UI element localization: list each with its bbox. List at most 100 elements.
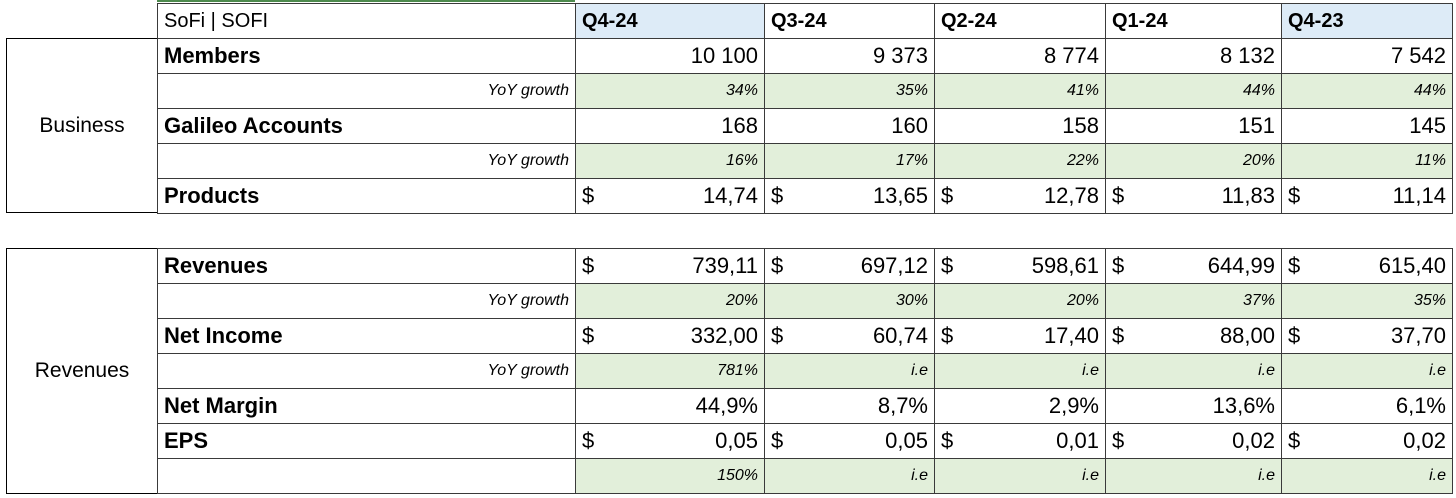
sheet-title[interactable]: SoFi | SOFI: [157, 3, 576, 39]
number-value-cell[interactable]: 10 100: [575, 38, 765, 74]
metric-label-cell[interactable]: Net Margin: [157, 388, 576, 424]
number-value-cell[interactable]: 151: [1105, 108, 1282, 144]
quarter-header[interactable]: Q2-24: [934, 3, 1106, 39]
quarter-header[interactable]: Q4-23: [1281, 3, 1453, 39]
growth-value-cell[interactable]: i.e: [1281, 353, 1453, 389]
quarter-header[interactable]: Q1-24: [1105, 3, 1282, 39]
currency-symbol: $: [941, 183, 954, 208]
number-value-cell[interactable]: 160: [764, 108, 935, 144]
growth-value-cell[interactable]: 34%: [575, 73, 765, 109]
growth-value-cell[interactable]: 44%: [1105, 73, 1282, 109]
currency-symbol: $: [1112, 428, 1125, 453]
number-value-cell[interactable]: 44,9%: [575, 388, 765, 424]
number-value-cell[interactable]: 158: [934, 108, 1106, 144]
growth-value-cell[interactable]: 41%: [934, 73, 1106, 109]
growth-value-cell[interactable]: i.e: [764, 353, 935, 389]
growth-value-cell[interactable]: i.e: [764, 458, 935, 494]
growth-value-cell[interactable]: 17%: [764, 143, 935, 179]
currency-value-cell[interactable]: $0,01: [934, 423, 1106, 459]
number-value-cell[interactable]: 8 132: [1105, 38, 1282, 74]
growth-label-cell[interactable]: [157, 458, 576, 494]
number-value-cell[interactable]: 168: [575, 108, 765, 144]
number-value-cell[interactable]: 13,6%: [1105, 388, 1282, 424]
table-row: YoY growth 20% 30% 20% 37% 35%: [157, 283, 1453, 319]
number-value-cell[interactable]: 7 542: [1281, 38, 1453, 74]
number-value-cell[interactable]: 2,9%: [934, 388, 1106, 424]
table-row: EPS $0,05 $0,05 $0,01 $0,02 $0,02: [157, 423, 1453, 459]
growth-value-cell[interactable]: 22%: [934, 143, 1106, 179]
growth-value-cell[interactable]: i.e: [1281, 458, 1453, 494]
currency-symbol: $: [582, 428, 595, 453]
currency-value-cell[interactable]: $17,40: [934, 318, 1106, 354]
currency-value-cell[interactable]: $12,78: [934, 178, 1106, 214]
growth-label-cell[interactable]: YoY growth: [157, 73, 576, 109]
growth-value-cell[interactable]: 44%: [1281, 73, 1453, 109]
currency-value-cell[interactable]: $13,65: [764, 178, 935, 214]
currency-value-cell[interactable]: $0,02: [1105, 423, 1282, 459]
currency-value-cell[interactable]: $615,40: [1281, 248, 1453, 284]
metric-label-cell[interactable]: Products: [157, 178, 576, 214]
metric-label-cell[interactable]: Revenues: [157, 248, 576, 284]
currency-value-cell[interactable]: $0,02: [1281, 423, 1453, 459]
currency-value-cell[interactable]: $60,74: [764, 318, 935, 354]
currency-value-cell[interactable]: $37,70: [1281, 318, 1453, 354]
growth-label-cell[interactable]: YoY growth: [157, 353, 576, 389]
growth-value-cell[interactable]: i.e: [934, 458, 1106, 494]
growth-value-cell[interactable]: i.e: [1105, 353, 1282, 389]
table-row: Revenues $739,11 $697,12 $598,61 $644,99 $615…: [157, 248, 1453, 284]
growth-value-cell[interactable]: 35%: [1281, 283, 1453, 319]
currency-symbol: $: [771, 323, 784, 348]
currency-value-cell[interactable]: $644,99: [1105, 248, 1282, 284]
currency-symbol: $: [1288, 183, 1301, 208]
currency-value-cell[interactable]: $598,61: [934, 248, 1106, 284]
currency-value-cell[interactable]: $14,74: [575, 178, 765, 214]
growth-value-cell[interactable]: 20%: [934, 283, 1106, 319]
number-value-cell[interactable]: 9 373: [764, 38, 935, 74]
currency-value-cell[interactable]: $11,83: [1105, 178, 1282, 214]
growth-value-cell[interactable]: i.e: [934, 353, 1106, 389]
growth-value-cell[interactable]: 20%: [575, 283, 765, 319]
growth-value-cell[interactable]: 37%: [1105, 283, 1282, 319]
currency-value-cell[interactable]: $697,12: [764, 248, 935, 284]
number-value-cell[interactable]: 8,7%: [764, 388, 935, 424]
growth-value-cell[interactable]: 35%: [764, 73, 935, 109]
currency-amount: 0,02: [1232, 428, 1275, 453]
growth-value-cell[interactable]: 150%: [575, 458, 765, 494]
currency-amount: 598,61: [1031, 253, 1099, 278]
currency-value-cell[interactable]: $739,11: [575, 248, 765, 284]
growth-label-cell[interactable]: YoY growth: [157, 143, 576, 179]
currency-value-cell[interactable]: $0,05: [575, 423, 765, 459]
growth-value-cell[interactable]: 20%: [1105, 143, 1282, 179]
revenues-group-text: Revenues: [34, 359, 130, 382]
table-row: Members 10 100 9 373 8 774 8 132 7 542: [157, 38, 1453, 74]
quarter-header[interactable]: Q4-24: [575, 3, 765, 39]
growth-value-cell[interactable]: 11%: [1281, 143, 1453, 179]
currency-value-cell[interactable]: $332,00: [575, 318, 765, 354]
currency-amount: 644,99: [1207, 253, 1275, 278]
currency-amount: 17,40: [1043, 323, 1099, 348]
number-value-cell[interactable]: 8 774: [934, 38, 1106, 74]
currency-symbol: $: [1112, 253, 1125, 278]
growth-value-cell[interactable]: i.e: [1105, 458, 1282, 494]
currency-value-cell[interactable]: $0,05: [764, 423, 935, 459]
currency-amount: 37,70: [1390, 323, 1446, 348]
currency-value-cell[interactable]: $11,14: [1281, 178, 1453, 214]
currency-symbol: $: [1288, 323, 1301, 348]
metric-label-cell[interactable]: Members: [157, 38, 576, 74]
number-value-cell[interactable]: 145: [1281, 108, 1453, 144]
currency-value-cell[interactable]: $88,00: [1105, 318, 1282, 354]
number-value-cell[interactable]: 6,1%: [1281, 388, 1453, 424]
quarter-header[interactable]: Q3-24: [764, 3, 935, 39]
metric-label-cell[interactable]: Net Income: [157, 318, 576, 354]
growth-label-cell[interactable]: YoY growth: [157, 283, 576, 319]
growth-value-cell[interactable]: 30%: [764, 283, 935, 319]
currency-symbol: $: [1112, 183, 1125, 208]
currency-amount: 0,05: [885, 428, 928, 453]
table-row: YoY growth 781% i.e i.e i.e i.e: [157, 353, 1453, 389]
growth-value-cell[interactable]: 16%: [575, 143, 765, 179]
metric-label-cell[interactable]: Galileo Accounts: [157, 108, 576, 144]
currency-symbol: $: [582, 183, 595, 208]
growth-value-cell[interactable]: 781%: [575, 353, 765, 389]
metric-label-cell[interactable]: EPS: [157, 423, 576, 459]
currency-amount: 11,83: [1221, 183, 1275, 208]
